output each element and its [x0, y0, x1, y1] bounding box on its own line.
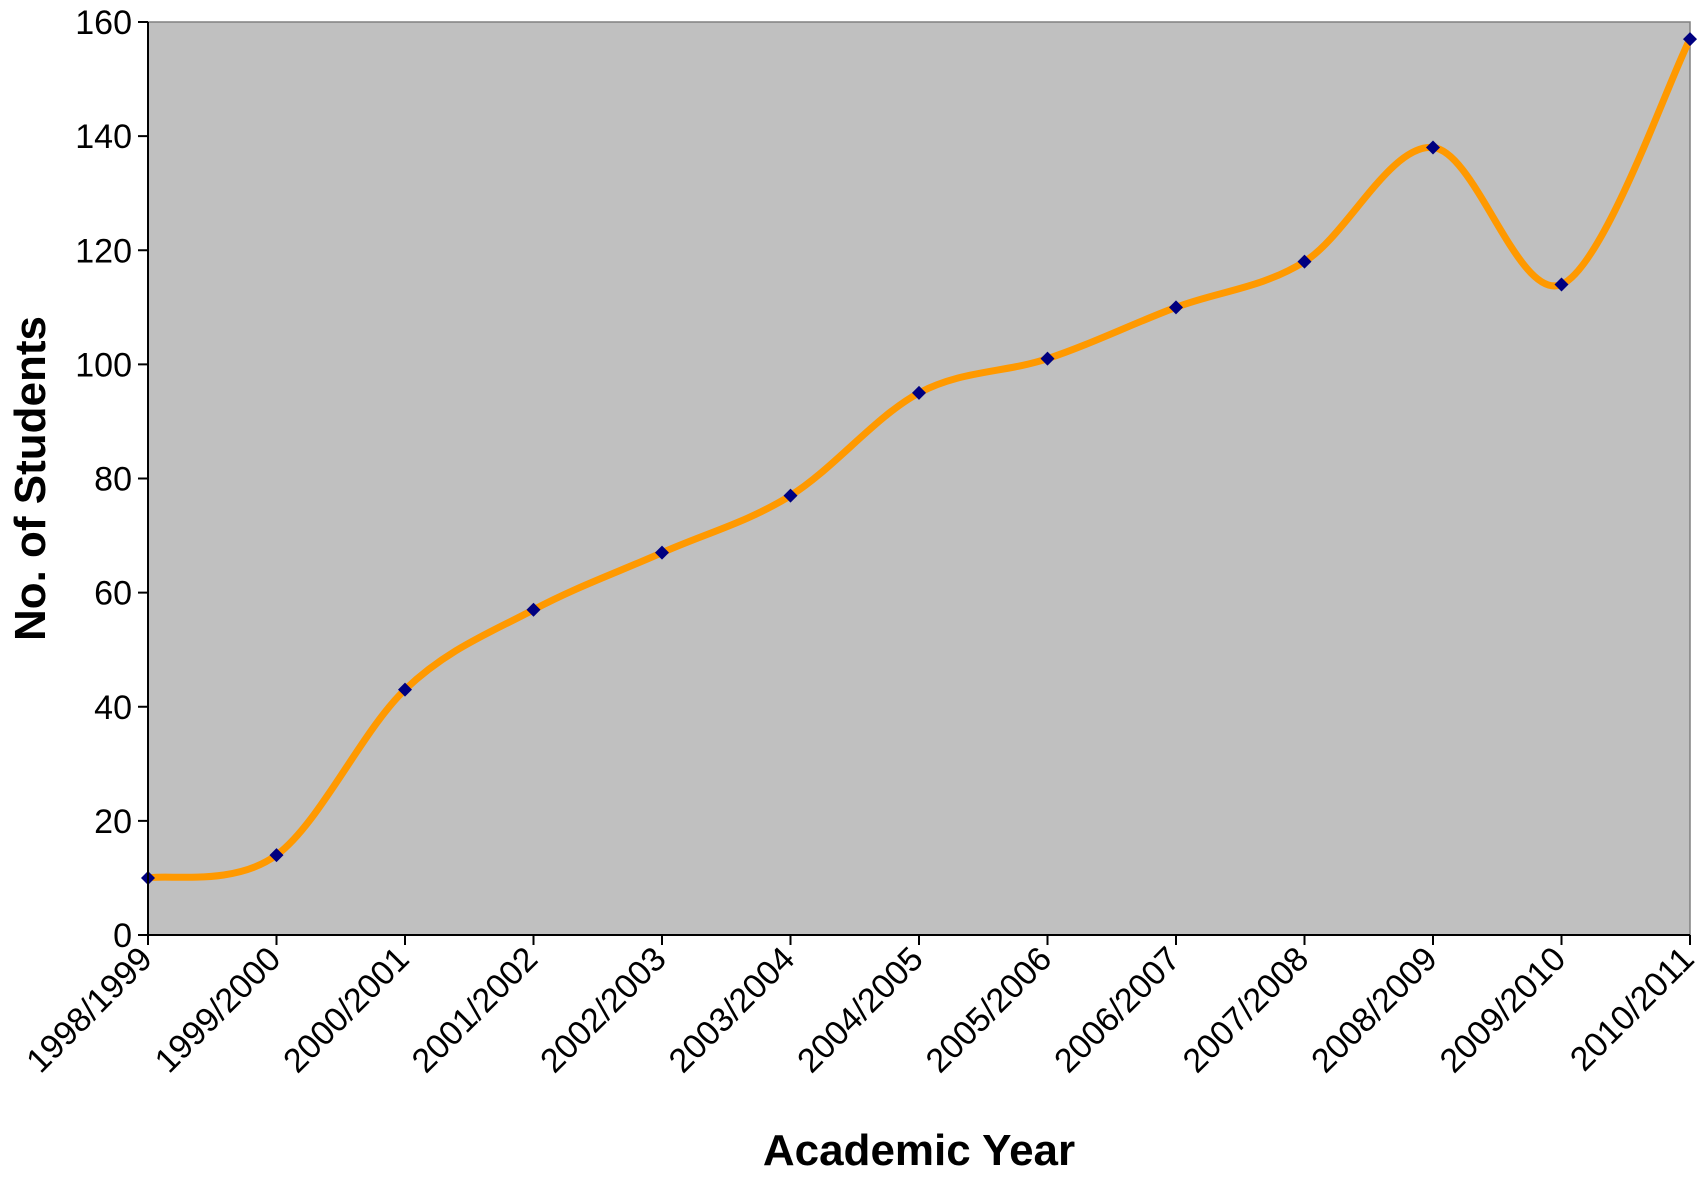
- data-point-marker: [1040, 351, 1055, 366]
- x-axis-ticks: 1998/19991999/20002000/20012001/20022002…: [19, 935, 1700, 1080]
- data-point-marker: [655, 545, 669, 560]
- data-markers: [141, 32, 1697, 885]
- y-tick-label: 80: [94, 461, 132, 499]
- y-tick-label: 60: [94, 575, 132, 613]
- data-point-marker: [1683, 32, 1697, 47]
- data-point-marker: [1554, 277, 1569, 292]
- x-tick-label: 1999/2000: [148, 940, 289, 1081]
- y-tick-label: 100: [75, 346, 132, 384]
- y-tick-label: 40: [94, 689, 132, 727]
- plot-area: [147, 21, 1691, 936]
- y-tick-label: 160: [75, 4, 132, 42]
- x-tick-label: 2000/2001: [276, 940, 417, 1081]
- y-tick-label: 140: [75, 118, 132, 156]
- data-point-marker: [783, 488, 798, 503]
- x-tick-label: 2001/2002: [405, 940, 546, 1081]
- y-axis-title: No. of Students: [6, 316, 55, 641]
- x-tick-label: 2002/2003: [533, 940, 674, 1081]
- y-axis-ticks: 0 20 40 60 80 100 120 140 160: [75, 4, 148, 955]
- x-tick-label: 2008/2009: [1304, 940, 1445, 1081]
- x-tick-label: 2005/2006: [919, 940, 1060, 1081]
- data-point-marker: [912, 385, 926, 400]
- y-tick-label: 120: [75, 232, 132, 270]
- x-tick-label: 2009/2010: [1433, 940, 1574, 1081]
- data-point-marker: [1169, 300, 1183, 315]
- y-tick-label: 0: [113, 917, 132, 955]
- x-tick-label: 1998/1999: [19, 940, 160, 1081]
- data-point-marker: [1297, 254, 1312, 269]
- x-tick-label: 2003/2004: [662, 940, 803, 1081]
- x-tick-label: 2004/2005: [790, 940, 931, 1081]
- data-point-marker: [398, 682, 412, 697]
- x-tick-label: 2007/2008: [1176, 940, 1317, 1081]
- data-point-marker: [269, 848, 284, 863]
- x-axis-title: Academic Year: [763, 1126, 1075, 1175]
- data-point-marker: [1426, 140, 1440, 155]
- x-tick-label: 2010/2011: [1563, 940, 1700, 1079]
- data-point-marker: [526, 602, 541, 617]
- x-tick-label: 2006/2007: [1047, 940, 1188, 1081]
- y-tick-label: 20: [94, 803, 132, 841]
